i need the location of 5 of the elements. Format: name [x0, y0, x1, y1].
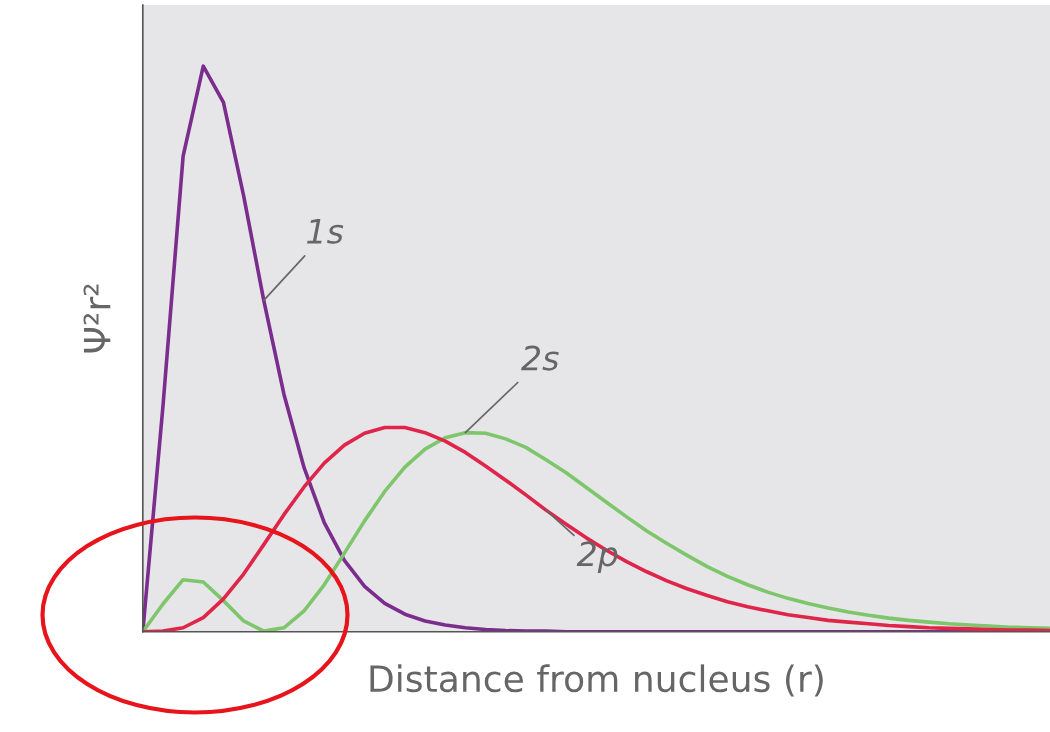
series-label: 2p — [576, 541, 618, 573]
x-axis-title: Distance from nucleus (r) — [370, 664, 823, 697]
y-axis-title: Ψ²r² — [83, 284, 111, 353]
text: 2s — [521, 345, 559, 371]
series-label: 1s — [307, 219, 344, 244]
